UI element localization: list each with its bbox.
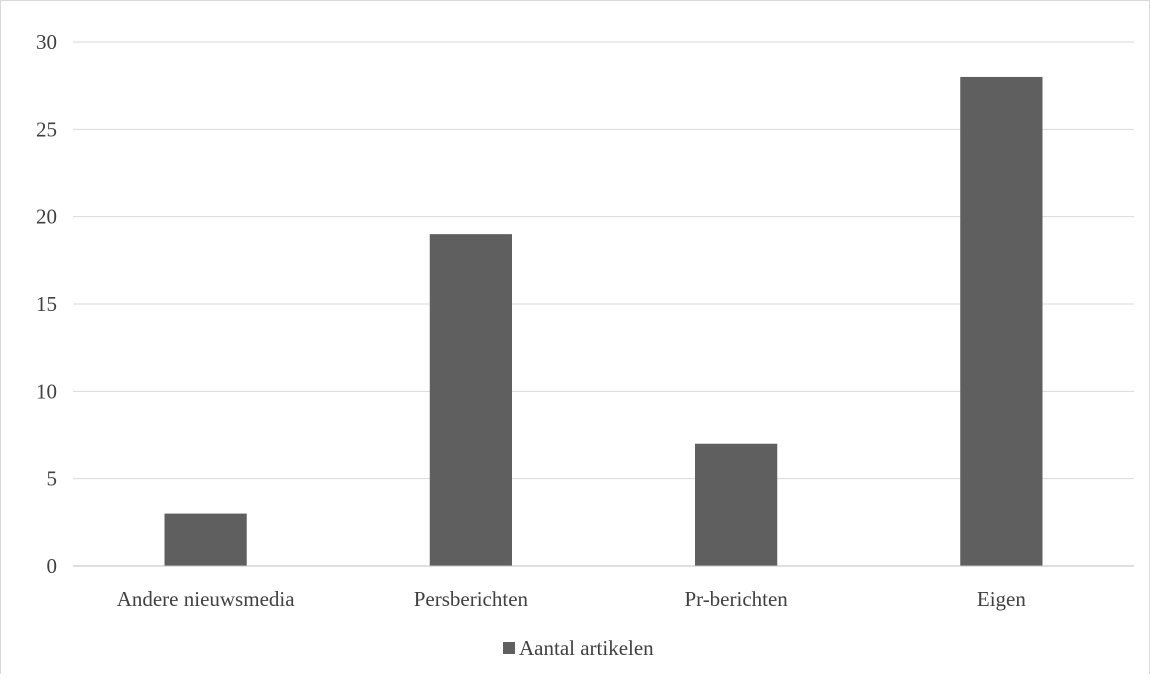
- axes: 0 5 10 15 20 25 30 Andere nieuwsmedia Persberich…: [36, 30, 1134, 611]
- bar-persberichten: [429, 234, 512, 566]
- y-tick-label: 5: [47, 467, 58, 491]
- bar-pr-berichten: [695, 443, 778, 566]
- x-tick-label: Persberichten: [414, 587, 529, 611]
- x-tick-label: Andere nieuwsmedia: [117, 587, 296, 611]
- bar-eigen: [960, 76, 1043, 566]
- y-tick-label: 15: [36, 292, 57, 316]
- bars: [164, 76, 1043, 566]
- legend-swatch: [503, 642, 515, 654]
- y-tick-label: 25: [36, 117, 57, 141]
- y-tick-label: 0: [47, 554, 58, 578]
- y-tick-label: 10: [36, 379, 57, 403]
- y-tick-label: 20: [36, 205, 57, 229]
- gridlines: [73, 41, 1134, 480]
- y-tick-label: 30: [36, 30, 57, 54]
- legend-label: Aantal artikelen: [519, 636, 654, 660]
- x-tick-label: Eigen: [977, 587, 1026, 611]
- bar-andere-nieuwsmedia: [164, 513, 247, 566]
- x-tick-label: Pr-berichten: [684, 587, 788, 611]
- legend: Aantal artikelen: [503, 636, 654, 660]
